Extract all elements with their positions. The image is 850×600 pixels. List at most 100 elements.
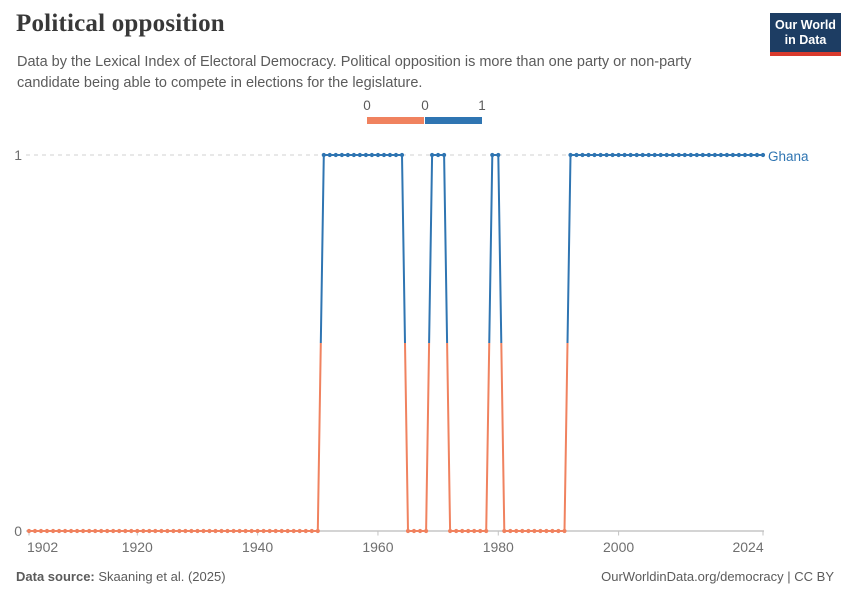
data-point-marker [147, 528, 152, 534]
data-point-marker [201, 528, 206, 534]
data-point-marker [297, 528, 302, 534]
data-point-marker [99, 528, 104, 534]
data-point-marker [742, 152, 748, 158]
data-point-marker [243, 528, 248, 534]
data-point-marker [574, 152, 579, 158]
owid-logo-line1: Our World [775, 17, 836, 32]
data-point-marker [676, 152, 681, 158]
data-point-marker [81, 528, 86, 534]
owid-license-link[interactable]: OurWorldinData.org/democracy | CC BY [601, 569, 834, 584]
data-point-marker [418, 528, 423, 534]
data-point-marker [63, 528, 68, 534]
data-point-marker [141, 528, 146, 534]
data-point-marker [586, 152, 591, 158]
data-point-marker [249, 528, 254, 534]
owid-logo-line2: in Data [784, 32, 827, 47]
data-point-marker [159, 528, 164, 534]
page-title: Political opposition [16, 10, 225, 37]
data-point-marker [105, 528, 110, 534]
data-source-value: Skaaning et al. (2025) [94, 569, 226, 584]
data-point-marker [490, 152, 495, 158]
data-point-marker [387, 152, 393, 158]
data-source-note: Data source: Skaaning et al. (2025) [16, 569, 226, 584]
data-point-marker [502, 528, 507, 534]
data-point-marker [484, 528, 489, 534]
y-axis-tick-label-1: 1 [14, 147, 22, 163]
legend-label-min: 0 [363, 98, 371, 113]
data-point-marker [375, 152, 381, 158]
data-point-marker [472, 528, 477, 534]
data-point-marker [69, 528, 74, 534]
owid-logo-box: Our World in Data [770, 13, 841, 52]
data-point-marker [93, 528, 98, 534]
data-point-marker [189, 528, 194, 534]
data-point-marker [550, 528, 555, 534]
data-point-marker [634, 152, 639, 158]
data-point-marker [700, 152, 705, 158]
data-point-marker [345, 152, 350, 158]
data-point-marker [706, 152, 712, 158]
data-point-marker [381, 152, 387, 158]
owid-logo[interactable]: Our World in Data [770, 13, 841, 56]
data-point-marker [544, 528, 549, 534]
data-point-marker [315, 528, 320, 534]
data-point-marker [592, 152, 597, 158]
series-line-segment-0 [26, 343, 569, 534]
data-point-marker [562, 528, 567, 534]
data-point-marker [273, 528, 278, 534]
data-point-marker [411, 528, 417, 534]
data-point-marker [580, 152, 585, 158]
data-point-marker [520, 528, 525, 534]
data-point-marker [171, 528, 176, 534]
data-point-marker [153, 528, 158, 534]
y-axis-tick-label-0: 0 [14, 523, 22, 539]
legend-color-bar [367, 117, 482, 124]
data-point-marker [736, 152, 742, 158]
data-point-marker [327, 152, 332, 158]
series-label-ghana[interactable]: Ghana [768, 149, 809, 164]
data-point-marker [207, 528, 212, 534]
data-point-marker [448, 528, 453, 534]
data-point-marker [532, 528, 537, 534]
data-point-marker [291, 528, 296, 534]
data-point-marker [628, 152, 633, 158]
data-point-marker [357, 152, 362, 158]
data-point-marker [123, 528, 128, 534]
x-axis-tick-label: 1920 [121, 539, 153, 555]
data-point-marker [135, 528, 140, 534]
data-point-marker [604, 152, 609, 158]
data-point-marker [237, 528, 242, 534]
data-point-marker [117, 528, 122, 534]
data-point-marker [129, 528, 134, 534]
legend-label-boundary: 0 [421, 98, 429, 113]
data-point-marker [213, 528, 218, 534]
data-point-marker [694, 152, 699, 158]
color-legend: 0 0 1 [363, 98, 486, 124]
data-point-marker [658, 152, 663, 158]
data-point-marker [87, 528, 92, 534]
data-point-marker [44, 528, 50, 534]
data-point-marker [32, 528, 38, 534]
data-point-marker [255, 528, 260, 534]
legend-swatch-0 [367, 117, 424, 124]
data-point-marker [75, 528, 80, 534]
data-point-marker [526, 528, 531, 534]
data-point-marker [279, 528, 284, 534]
data-point-marker [670, 152, 675, 158]
data-point-marker [333, 152, 338, 158]
data-point-marker [57, 528, 62, 534]
data-point-marker [430, 152, 435, 158]
data-point-marker [664, 152, 669, 158]
data-point-marker [718, 152, 724, 158]
data-point-marker [363, 152, 368, 158]
legend-swatch-1 [425, 117, 482, 124]
data-point-marker [405, 528, 411, 534]
owid-logo-red-bar [770, 52, 841, 56]
data-point-marker [424, 528, 429, 534]
data-point-marker [219, 528, 224, 534]
data-point-marker [538, 528, 543, 534]
data-point-marker [369, 152, 374, 158]
data-point-marker [442, 152, 447, 158]
